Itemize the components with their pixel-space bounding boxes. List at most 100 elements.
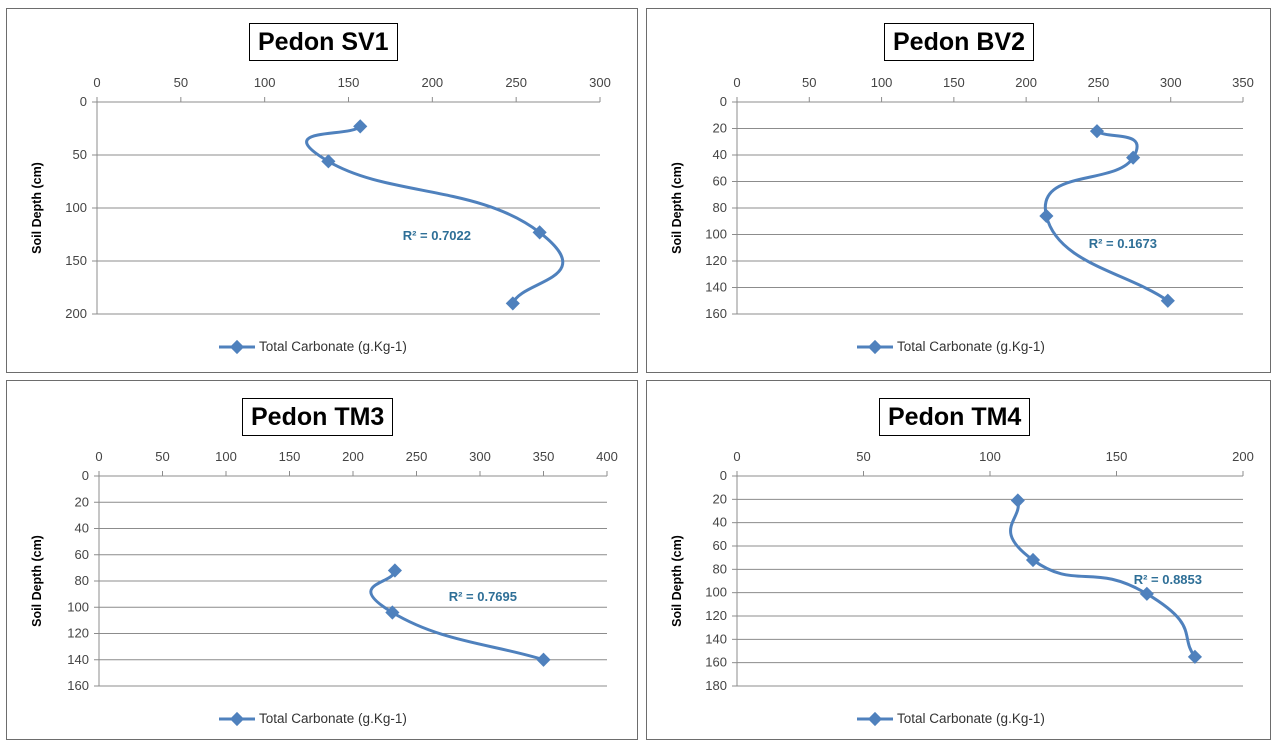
x-tick-label: 300 [589, 75, 611, 90]
data-point [1160, 293, 1175, 308]
chart-svg: 0 20 40 60 80 100 120 140 160 0 50 100 150 200 250 300 3… [670, 75, 1254, 321]
chart-legend: Total Carbonate (g.Kg-1) [857, 339, 1045, 355]
data-point [385, 605, 400, 620]
x-tick-label: 250 [1088, 75, 1110, 90]
chart-legend: Total Carbonate (g.Kg-1) [857, 711, 1045, 727]
r-squared-label: R² = 0.7022 [403, 228, 471, 243]
x-tick-label: 50 [174, 75, 188, 90]
chart-svg: 0 50 100 150 200 0 50 100 150 200 250 300 Soil Depth… [30, 75, 611, 321]
y-tick-label: 0 [82, 468, 89, 483]
r-squared-label: R² = 0.1673 [1089, 236, 1157, 251]
y-tick-label: 100 [65, 200, 87, 215]
chart-title: Pedon TM4 [879, 398, 1031, 436]
x-tick-label: 350 [533, 449, 555, 464]
x-tick-label: 100 [979, 449, 1001, 464]
y-tick-label: 120 [705, 608, 727, 623]
data-point [321, 154, 336, 169]
legend-label: Total Carbonate (g.Kg-1) [897, 711, 1045, 726]
data-point [505, 296, 520, 311]
y-tick-label: 160 [705, 655, 727, 670]
data-point [536, 652, 551, 667]
x-tick-label: 0 [733, 449, 740, 464]
y-tick-label: 0 [720, 94, 727, 109]
y-tick-label: 40 [75, 521, 89, 536]
legend-label: Total Carbonate (g.Kg-1) [897, 339, 1045, 354]
x-tick-label: 400 [596, 449, 618, 464]
y-tick-label: 160 [67, 678, 89, 693]
y-tick-label: 100 [705, 227, 727, 242]
chart-panel-tm4: Pedon TM4 0 20 40 60 80 100 120 140 160 180 0 50 100… [646, 380, 1271, 740]
y-tick-label: 20 [75, 494, 89, 509]
y-axis-label: Soil Depth (cm) [670, 535, 684, 627]
y-tick-label: 50 [73, 147, 87, 162]
y-tick-label: 140 [67, 652, 89, 667]
chart-legend: Total Carbonate (g.Kg-1) [219, 339, 407, 355]
data-point [387, 563, 402, 578]
x-tick-label: 150 [943, 75, 965, 90]
y-tick-label: 150 [65, 253, 87, 268]
legend-marker-icon [857, 712, 893, 727]
y-axis-label: Soil Depth (cm) [30, 535, 44, 627]
y-tick-label: 40 [713, 147, 727, 162]
r-squared-label: R² = 0.8853 [1134, 572, 1202, 587]
y-tick-label: 60 [75, 547, 89, 562]
y-tick-label: 40 [713, 515, 727, 530]
y-axis-label: Soil Depth (cm) [670, 162, 684, 254]
x-tick-label: 200 [1015, 75, 1037, 90]
y-tick-label: 80 [713, 200, 727, 215]
y-tick-label: 120 [705, 253, 727, 268]
chart-title: Pedon BV2 [884, 23, 1034, 61]
y-tick-label: 100 [67, 599, 89, 614]
y-tick-label: 60 [713, 174, 727, 189]
x-tick-label: 0 [93, 75, 100, 90]
y-tick-label: 80 [75, 573, 89, 588]
y-tick-label: 80 [713, 561, 727, 576]
x-tick-label: 50 [155, 449, 169, 464]
y-tick-label: 180 [705, 678, 727, 693]
data-point [1139, 586, 1154, 601]
x-tick-label: 200 [421, 75, 443, 90]
x-tick-label: 250 [406, 449, 428, 464]
x-tick-label: 0 [95, 449, 102, 464]
legend-marker-icon [219, 712, 255, 727]
y-tick-label: 120 [67, 626, 89, 641]
y-tick-label: 20 [713, 491, 727, 506]
y-tick-label: 60 [713, 538, 727, 553]
x-tick-label: 100 [871, 75, 893, 90]
y-axis-label: Soil Depth (cm) [30, 162, 44, 254]
x-tick-label: 100 [254, 75, 276, 90]
y-tick-label: 140 [705, 631, 727, 646]
chart-title: Pedon TM3 [242, 398, 394, 436]
legend-marker-icon [857, 340, 893, 355]
x-tick-label: 50 [802, 75, 816, 90]
y-tick-label: 0 [720, 468, 727, 483]
x-tick-label: 200 [342, 449, 364, 464]
y-tick-label: 200 [65, 306, 87, 321]
legend-label: Total Carbonate (g.Kg-1) [259, 711, 407, 726]
x-tick-label: 250 [505, 75, 527, 90]
y-tick-label: 20 [713, 121, 727, 136]
x-tick-label: 350 [1232, 75, 1254, 90]
x-tick-label: 150 [279, 449, 301, 464]
chart-panel-tm3: Pedon TM3 0 20 40 60 80 100 120 140 160 0 50 100 150… [6, 380, 638, 740]
x-tick-label: 50 [856, 449, 870, 464]
data-point [1089, 124, 1105, 139]
series-line [1043, 129, 1169, 302]
legend-marker-icon [219, 340, 255, 355]
data-point [532, 225, 547, 240]
y-tick-label: 140 [705, 280, 727, 295]
series-line [305, 125, 565, 305]
chart-legend: Total Carbonate (g.Kg-1) [219, 711, 407, 727]
x-tick-label: 0 [733, 75, 740, 90]
chart-panel-sv1: Pedon SV1 0 50 100 150 200 0 50 100 150 200 250 300… [6, 8, 638, 373]
data-point [1010, 493, 1025, 508]
r-squared-label: R² = 0.7695 [449, 589, 517, 604]
x-tick-label: 300 [1160, 75, 1182, 90]
chart-title: Pedon SV1 [249, 23, 398, 61]
chart-svg: 0 20 40 60 80 100 120 140 160 180 0 50 100 150 200 Soil… [670, 449, 1254, 693]
data-point [1187, 649, 1203, 664]
chart-svg: 0 20 40 60 80 100 120 140 160 0 50 100 150 200 250 300 3… [30, 449, 618, 693]
series-line [1009, 500, 1197, 658]
x-tick-label: 300 [469, 449, 491, 464]
x-tick-label: 100 [215, 449, 237, 464]
